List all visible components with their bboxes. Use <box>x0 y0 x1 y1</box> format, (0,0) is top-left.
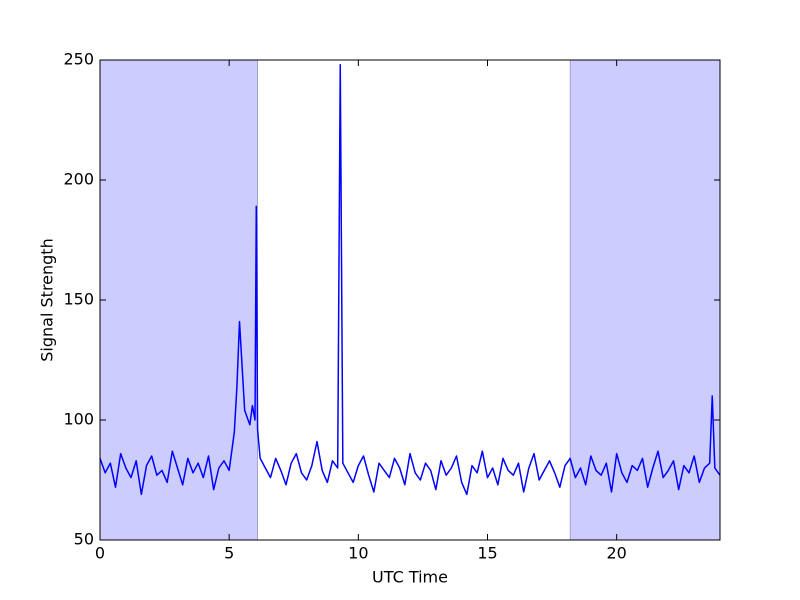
x-tick-label: 15 <box>477 544 497 563</box>
y-tick-label: 150 <box>63 290 94 309</box>
x-axis-label: UTC Time <box>372 568 448 587</box>
data-line <box>99 64 721 496</box>
y-axis-label: Signal Strength <box>38 238 57 361</box>
y-tick-label: 50 <box>74 530 94 549</box>
y-tick-label: 100 <box>63 410 94 429</box>
x-tick-label: 0 <box>95 544 105 563</box>
y-tick-label: 250 <box>63 50 94 69</box>
x-tick-label: 5 <box>224 544 234 563</box>
shaded-span <box>99 59 258 541</box>
x-tick-label: 20 <box>606 544 626 563</box>
y-tick-label: 200 <box>63 170 94 189</box>
x-tick-label: 10 <box>348 544 368 563</box>
shaded-span <box>569 59 721 541</box>
